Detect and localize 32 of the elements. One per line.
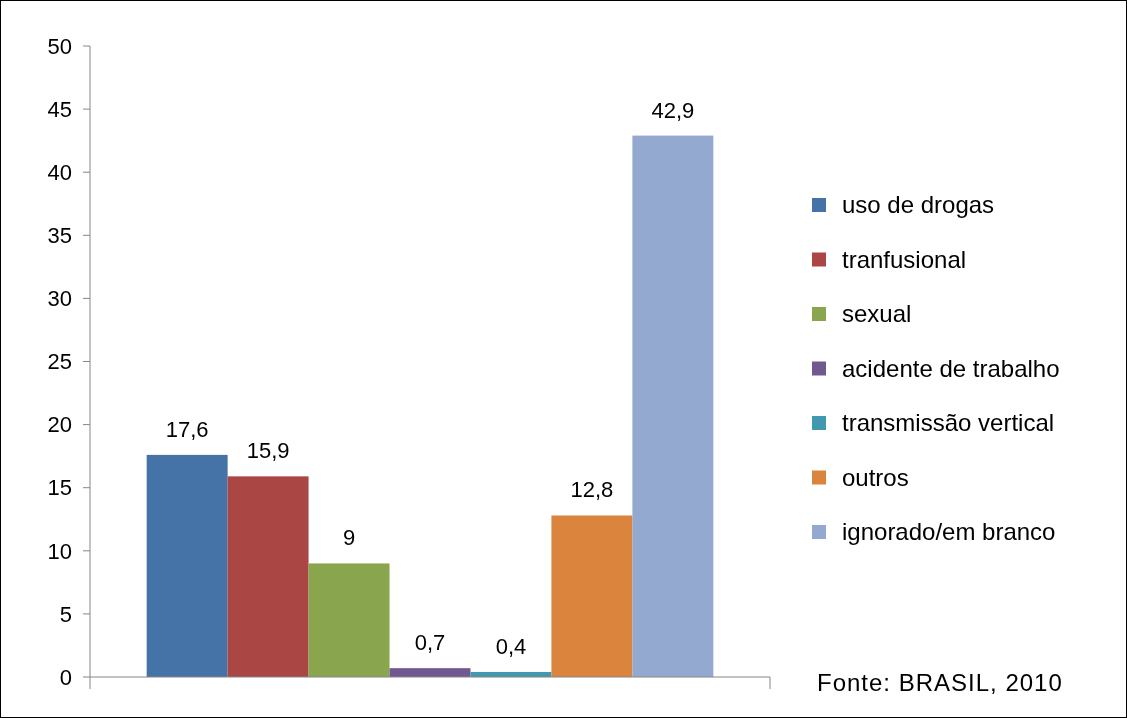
- y-tick-label: 40: [47, 159, 72, 185]
- legend-label: sexual: [842, 300, 912, 328]
- legend-label: acidente de trabalho: [842, 354, 1060, 382]
- y-tick-label: 20: [47, 412, 72, 438]
- y-tick-label: 35: [47, 223, 72, 248]
- legend-label: outros: [842, 463, 909, 491]
- y-tick-label: 50: [47, 33, 72, 59]
- legend-label: ignorado/em branco: [842, 518, 1056, 546]
- data-label: 15,9: [246, 438, 290, 464]
- bar: [551, 515, 633, 677]
- data-label: 12,8: [570, 477, 614, 503]
- data-label: 0,7: [414, 630, 446, 656]
- bar: [632, 135, 714, 677]
- data-label: 0,4: [495, 633, 527, 659]
- data-label: 9: [342, 525, 356, 551]
- y-tick-label: 45: [47, 96, 72, 122]
- y-tick-label: 15: [47, 475, 72, 501]
- y-tick-label: 10: [47, 538, 72, 564]
- data-label: 42,9: [651, 97, 695, 123]
- bar: [227, 476, 309, 677]
- source-note: Fonte: BRASIL, 2010: [817, 669, 1063, 697]
- legend-label: transmissão vertical: [842, 409, 1055, 437]
- legend-label: uso de drogas: [842, 191, 995, 219]
- bar: [389, 668, 471, 677]
- bar: [308, 563, 390, 677]
- y-tick-label: 5: [59, 601, 72, 627]
- data-label: 17,6: [165, 416, 209, 442]
- legend-label: tranfusional: [842, 245, 967, 273]
- y-tick-label: 25: [47, 349, 72, 375]
- y-tick-label: 0: [59, 664, 72, 690]
- bar: [146, 454, 228, 677]
- y-tick-label: 30: [47, 286, 72, 312]
